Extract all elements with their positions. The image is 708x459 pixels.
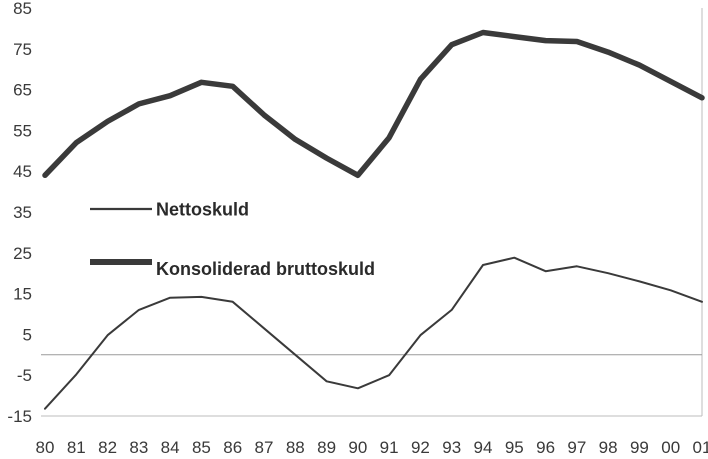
- y-tick-label: 35: [13, 203, 32, 222]
- x-tick-label: 91: [380, 438, 399, 457]
- x-tick-label: 95: [505, 438, 524, 457]
- x-tick-label: 00: [661, 438, 680, 457]
- plot-frame: [41, 8, 703, 417]
- x-tick-label: 86: [223, 438, 242, 457]
- y-tick-label: 75: [13, 40, 32, 59]
- x-tick-label: 99: [630, 438, 649, 457]
- x-tick-label: 01: [693, 438, 708, 457]
- series-line-nettoskuld: [44, 256, 703, 410]
- legend: Nettoskuld Konsoliderad bruttoskuld: [90, 200, 375, 279]
- x-tick-label: 92: [411, 438, 430, 457]
- x-tick-label: 96: [536, 438, 555, 457]
- y-tick-label: 5: [23, 325, 32, 344]
- x-tick-label: 82: [98, 438, 117, 457]
- x-tick-label: 90: [348, 438, 367, 457]
- y-tick-label: 25: [13, 244, 32, 263]
- series-line-konsoliderad-bruttoskuld: [42, 29, 705, 179]
- x-tick-label: 83: [129, 438, 148, 457]
- legend-label-konsoliderad-bruttoskuld: Konsoliderad bruttoskuld: [156, 259, 375, 279]
- y-tick-label: 15: [13, 285, 32, 304]
- y-tick-label: -15: [7, 407, 32, 426]
- x-tick-label: 89: [317, 438, 336, 457]
- x-tick-label: 81: [67, 438, 86, 457]
- x-tick-label: 85: [192, 438, 211, 457]
- x-tick-label: 84: [161, 438, 180, 457]
- y-axis-tick-labels: 85 75 65 55 45 35 25 15 5 -5 -15: [7, 0, 32, 426]
- series-lines: [42, 29, 705, 410]
- y-tick-label: 55: [13, 121, 32, 140]
- x-tick-label: 88: [286, 438, 305, 457]
- legend-label-nettoskuld: Nettoskuld: [156, 200, 249, 220]
- y-tick-label: 85: [13, 0, 32, 18]
- x-axis-tick-labels: 80 81 82 83 84 85 86 87 88 89 90 91 92 93 94 95 96 97 98 99…: [36, 438, 708, 457]
- y-tick-label: 65: [13, 81, 32, 100]
- y-tick-label: -5: [17, 366, 32, 385]
- x-tick-label: 80: [36, 438, 55, 457]
- x-tick-label: 97: [567, 438, 586, 457]
- y-tick-label: 45: [13, 162, 32, 181]
- x-tick-label: 93: [442, 438, 461, 457]
- x-tick-label: 87: [255, 438, 274, 457]
- x-tick-label: 94: [474, 438, 493, 457]
- x-tick-label: 98: [599, 438, 618, 457]
